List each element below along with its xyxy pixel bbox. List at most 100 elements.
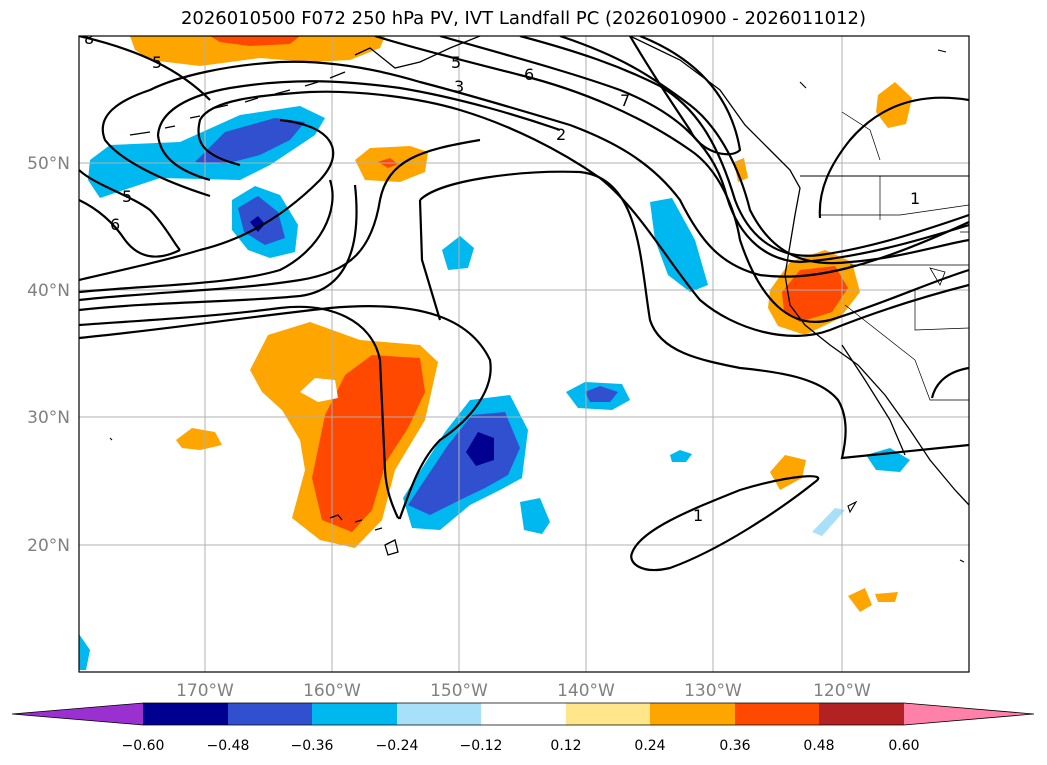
negative-anomaly-mid xyxy=(585,386,618,402)
lon-label: 170°W xyxy=(176,681,234,701)
colorbar-tick-label: −0.12 xyxy=(460,738,503,754)
lat-label: 30°N xyxy=(27,408,70,428)
colorbar-tick-label: −0.60 xyxy=(122,738,165,754)
contour-line xyxy=(559,36,969,265)
contour-line xyxy=(374,36,969,323)
colorbar-tick-label: 0.36 xyxy=(719,738,750,754)
contour-label: 6 xyxy=(110,215,120,234)
colorbar-tick-label: −0.24 xyxy=(376,738,419,754)
contour-label: 5 xyxy=(451,53,461,72)
negative-anomaly-region xyxy=(520,498,550,534)
positive-anomaly-region xyxy=(876,82,912,128)
colorbar-segment xyxy=(143,703,228,725)
contour-line xyxy=(79,305,399,519)
pv-anomaly-shading xyxy=(79,36,912,670)
contour-label: 5 xyxy=(122,187,132,206)
contour-label: 7 xyxy=(620,91,630,110)
colorbar-tick-label: 0.60 xyxy=(888,738,919,754)
colorbar-outline xyxy=(11,702,1035,726)
negative-anomaly-region xyxy=(442,236,474,270)
colorbar-segment xyxy=(735,703,819,725)
contour-label: 1 xyxy=(693,506,703,525)
negative-anomaly-core xyxy=(250,216,265,232)
negative-anomaly-light xyxy=(812,508,845,536)
lon-label: 120°W xyxy=(813,681,871,701)
positive-anomaly-region xyxy=(734,158,748,182)
contour-line xyxy=(519,36,969,257)
negative-anomaly-mid xyxy=(195,118,305,164)
negative-anomaly-region xyxy=(670,450,692,462)
colorbar-tick-label: −0.36 xyxy=(291,738,334,754)
contour-line xyxy=(79,179,334,294)
positive-anomaly-core xyxy=(210,36,300,46)
colorbar-segment xyxy=(650,703,735,725)
map-plot-area: 5 6 5 6 7 3 2 5 1 1 8 xyxy=(79,36,969,672)
positive-anomaly-core xyxy=(782,266,848,322)
colorbar-segment xyxy=(397,703,481,725)
contour-line xyxy=(101,60,969,278)
lon-label: 150°W xyxy=(430,681,488,701)
lon-label: 130°W xyxy=(684,681,742,701)
us-state-borders xyxy=(820,111,969,401)
baja-coastline xyxy=(841,344,906,456)
contour-label: 5 xyxy=(152,53,162,72)
colorbar-segment xyxy=(481,703,566,725)
colorbar-tick-label: 0.24 xyxy=(634,738,665,754)
north-america-coastline xyxy=(629,36,969,506)
contour-line xyxy=(418,199,442,321)
positive-anomaly-region xyxy=(176,428,222,450)
lat-label: 40°N xyxy=(27,281,70,301)
contour-line xyxy=(79,169,181,251)
colorbar-segments xyxy=(143,703,904,725)
colorbar-extend-low xyxy=(12,703,143,725)
contour-line xyxy=(419,170,969,460)
coastlines xyxy=(109,36,969,563)
contour-line xyxy=(439,36,969,264)
longitude-labels: 170°W 160°W 150°W 140°W 130°W 120°W xyxy=(176,681,871,701)
positive-anomaly-region xyxy=(770,455,806,490)
colorbar-segment xyxy=(312,703,397,725)
positive-anomaly-region xyxy=(848,588,872,612)
colorbar-extend-high xyxy=(904,703,1034,725)
contour-line xyxy=(79,118,335,282)
contour-line xyxy=(79,36,211,101)
colorbar-tick-labels: −0.60 −0.48 −0.36 −0.24 −0.12 0.12 0.24 … xyxy=(122,738,920,754)
contour-line xyxy=(156,80,561,182)
colorbar-tick-label: −0.48 xyxy=(207,738,250,754)
contour-line xyxy=(79,199,181,258)
contour-line xyxy=(818,96,969,219)
contour-line xyxy=(197,90,969,337)
contour-line xyxy=(930,366,969,399)
colorbar-segment xyxy=(819,703,904,725)
colorbar-tick-label: 0.12 xyxy=(550,738,581,754)
lat-label: 20°N xyxy=(27,536,70,556)
contour-label: 6 xyxy=(524,65,534,84)
anomaly-hole xyxy=(300,378,338,402)
contour-label-group: 5 6 5 6 7 3 2 5 1 1 8 xyxy=(84,36,920,525)
colorbar: −0.60 −0.48 −0.36 −0.24 −0.12 0.12 0.24 … xyxy=(11,702,1035,754)
map-frame xyxy=(78,35,970,673)
positive-anomaly-region xyxy=(130,36,385,66)
contour-label: 2 xyxy=(556,125,566,144)
map-title: 2026010500 F072 250 hPa PV, IVT Landfall… xyxy=(180,8,867,29)
latitude-labels: 50°N 40°N 30°N 20°N xyxy=(27,154,70,556)
negative-anomaly-region xyxy=(79,634,90,670)
colorbar-segment xyxy=(566,703,650,725)
contour-label: 3 xyxy=(454,77,464,96)
contour-line xyxy=(630,475,820,571)
contour-line xyxy=(629,36,742,156)
lat-label: 50°N xyxy=(27,154,70,174)
alaska-coastline xyxy=(354,36,481,69)
colorbar-segment xyxy=(228,703,312,725)
positive-anomaly-core xyxy=(312,355,425,532)
aleutian-islands xyxy=(129,71,346,136)
lon-label: 140°W xyxy=(557,681,615,701)
positive-anomaly-region xyxy=(875,592,898,602)
contour-line xyxy=(79,184,358,312)
pv-contours xyxy=(79,36,969,571)
contour-line xyxy=(79,305,492,520)
hawaii-islands xyxy=(329,514,399,556)
negative-anomaly-region xyxy=(650,198,708,292)
colorbar-tick-label: 0.48 xyxy=(803,738,834,754)
negative-anomaly-core xyxy=(466,432,494,466)
